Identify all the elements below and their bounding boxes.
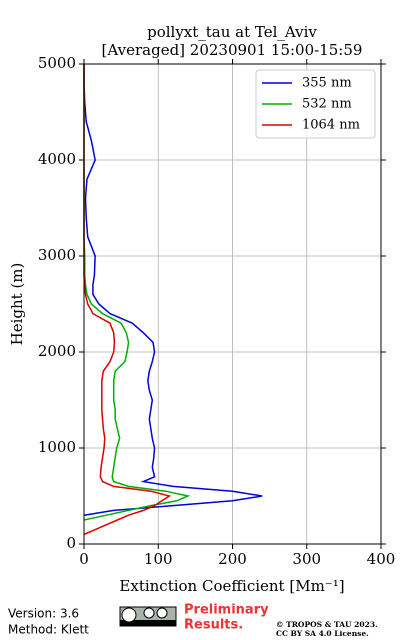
- y-tick-label: 1000: [38, 438, 76, 456]
- chart-title: pollyxt_tau at Tel_Aviv: [147, 23, 317, 41]
- profile-line: [83, 64, 172, 536]
- y-tick-label: 4000: [38, 150, 76, 168]
- preliminary-text: Preliminary: [184, 603, 269, 618]
- y-axis-label: Height (m): [8, 263, 26, 346]
- cc-logo: [119, 606, 177, 627]
- version: Version: 3.6: [8, 607, 79, 621]
- x-axis-label: Extinction Coefficient [Mm⁻¹]: [119, 577, 344, 595]
- legend-box: [255, 69, 376, 139]
- y-tick-label: 2000: [38, 342, 76, 360]
- y-tick-label: 3000: [38, 246, 76, 264]
- y-tick-label: 5000: [38, 54, 76, 72]
- plot-frame: [83, 63, 382, 545]
- method: Method: Klett: [8, 623, 89, 637]
- x-tick-label: 200: [218, 550, 247, 568]
- chart-subtitle: [Averaged] 20230901 15:00-15:59: [102, 41, 363, 59]
- license-text: © TROPOS & TAU 2023.: [276, 620, 378, 629]
- y-tick-label: 0: [66, 534, 76, 552]
- preliminary-text: Results.: [184, 618, 243, 633]
- profile-line: [83, 64, 263, 516]
- legend-label: 355 nm: [302, 76, 352, 91]
- license-text: CC BY SA 4.0 License.: [276, 629, 369, 638]
- profile-line: [83, 64, 191, 521]
- x-tick-label: 400: [367, 550, 396, 568]
- legend-label: 532 nm: [302, 97, 352, 112]
- legend: 355 nm 532 nm 1064 nm: [255, 69, 376, 139]
- x-tick-label: 100: [144, 550, 173, 568]
- legend-label: 1064 nm: [302, 118, 360, 133]
- x-tick-label: 0: [79, 550, 89, 568]
- x-tick-label: 300: [292, 550, 321, 568]
